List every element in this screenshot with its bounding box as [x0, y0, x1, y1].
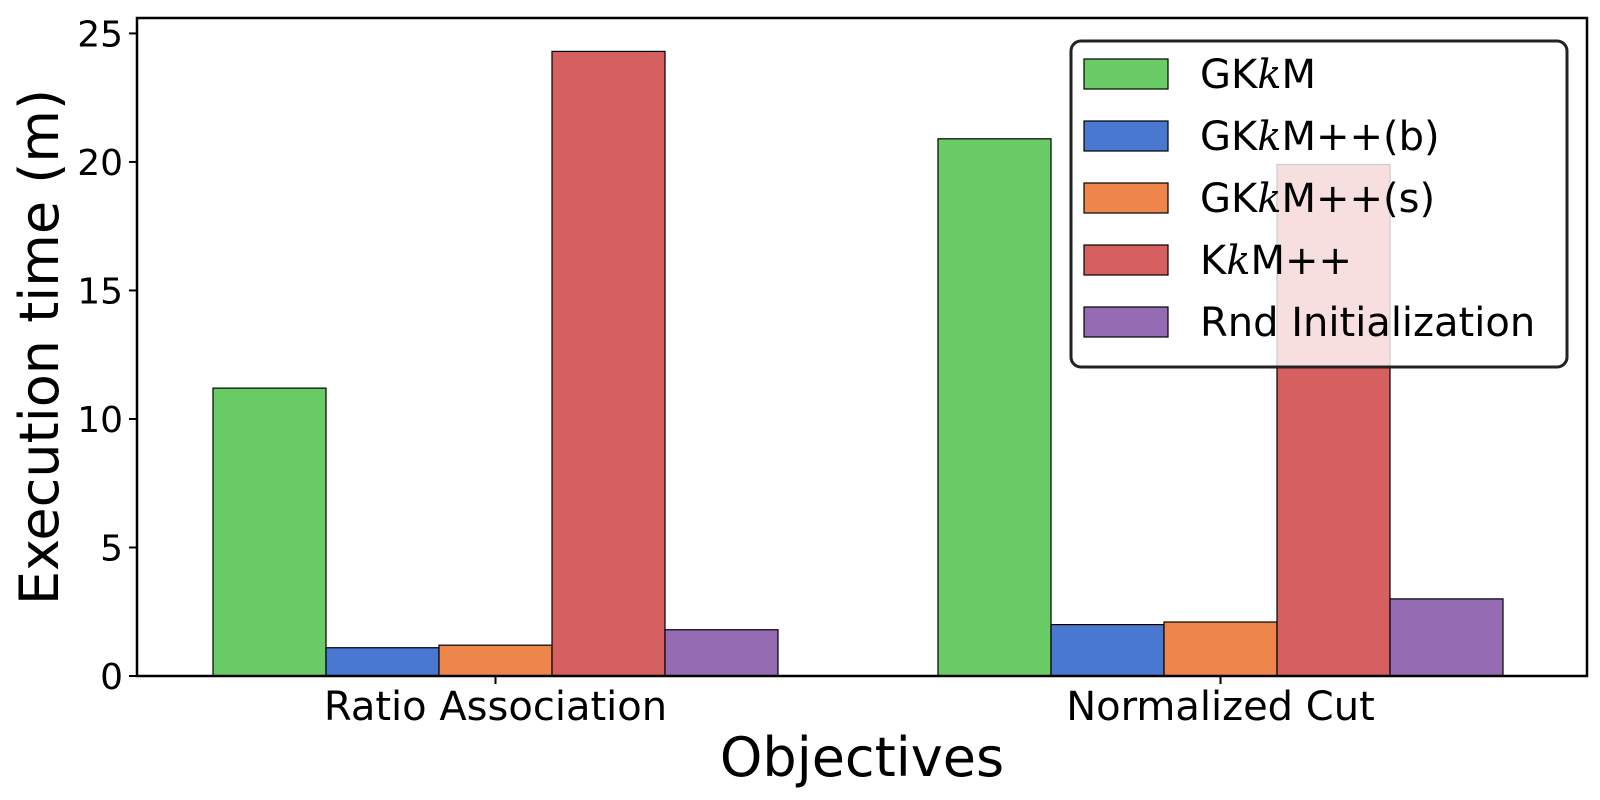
bar-gkkm-b--ratio-association	[325, 647, 440, 677]
legend-label: KkM++	[1200, 238, 1352, 284]
x-tick-label: Ratio Association	[324, 684, 667, 730]
bar-gkkm-normalized-cut	[937, 138, 1052, 677]
bar-gkkm-ratio-association	[212, 387, 327, 677]
bar-gkkm-s--normalized-cut	[1163, 621, 1278, 677]
bar-rnd-initialization-normalized-cut	[1389, 598, 1504, 677]
y-tick-label: 20	[77, 143, 123, 184]
y-tick-label: 25	[77, 14, 123, 55]
x-axis-title: Objectives	[720, 726, 1004, 789]
bar-gkkm-b--normalized-cut	[1050, 623, 1165, 677]
legend-swatch	[1083, 182, 1169, 214]
legend: GKkM GKkM++(b) GKkM++(s) KkM++ Rnd Initializ…	[1069, 39, 1569, 369]
x-axis-ticks: Ratio Association Normalized Cut	[324, 676, 1375, 730]
y-tick-label: 0	[100, 657, 123, 698]
bar-rnd-initialization-ratio-association	[664, 629, 779, 677]
legend-label: GKkM++(b)	[1200, 114, 1440, 160]
legend-label: Rnd Initialization	[1200, 300, 1535, 346]
legend-label: GKkM	[1200, 52, 1316, 98]
legend-swatch	[1083, 244, 1169, 276]
bar-gkkm-s--ratio-association	[438, 644, 553, 677]
y-tick-label: 5	[100, 528, 123, 569]
y-tick-label: 10	[77, 400, 123, 441]
y-tick-label: 15	[77, 271, 123, 312]
legend-label: GKkM++(s)	[1200, 176, 1435, 222]
legend-frame	[1069, 39, 1569, 369]
y-axis-ticks: 0 5 10 15 20 25	[77, 14, 137, 698]
y-axis-title: Execution time (m)	[8, 89, 71, 605]
x-tick-label: Normalized Cut	[1066, 684, 1375, 730]
plot-frame	[135, 16, 1589, 678]
legend-swatch	[1083, 120, 1169, 152]
legend-swatch	[1083, 58, 1169, 90]
legend-swatch	[1083, 306, 1169, 338]
bar-kkm--ratio-association	[551, 50, 666, 677]
